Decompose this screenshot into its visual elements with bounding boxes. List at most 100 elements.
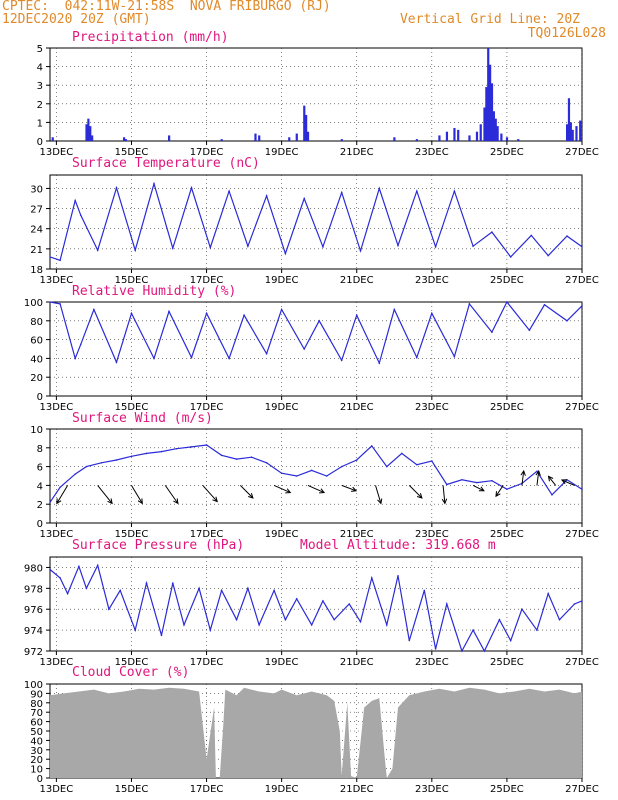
series-point (506, 488, 508, 490)
series-point (370, 445, 373, 447)
wind-vector (521, 470, 525, 486)
wind-vector (472, 484, 485, 492)
series-point (472, 629, 474, 631)
x-tick-label: 19DEC (265, 529, 299, 540)
series-point (49, 568, 51, 571)
wind-vector (408, 485, 423, 499)
series-point (74, 473, 76, 475)
y-tick-label: 1 (37, 118, 43, 129)
precip-bar (85, 124, 88, 141)
series-point (397, 575, 399, 577)
x-tick-label: 15DEC (115, 784, 149, 795)
wind-arrowhead (107, 498, 113, 505)
series-point (303, 348, 305, 350)
y-tick-label: 30 (30, 746, 43, 757)
y-tick-label: 40 (30, 736, 43, 747)
series-point (468, 303, 471, 305)
wind-vector (131, 485, 143, 504)
wind-arrowhead (535, 469, 541, 476)
series-point (581, 488, 583, 490)
series-point (78, 565, 80, 568)
series-point (228, 357, 230, 360)
series-point (49, 501, 51, 504)
series-point (491, 331, 493, 333)
wind-arrowhead (520, 469, 526, 476)
wind-arrowhead (478, 486, 485, 492)
series-point (434, 246, 437, 248)
x-tick-label: 19DEC (265, 402, 299, 413)
y-tick-label: 100 (24, 680, 43, 691)
wind-vector (202, 485, 218, 502)
y-tick-label: 6 (37, 463, 43, 474)
series-point (79, 343, 82, 346)
series-point (446, 603, 448, 605)
x-tick-label: 27DEC (565, 275, 599, 286)
wind-vector (56, 485, 69, 504)
series-point (160, 634, 163, 637)
series-point (446, 483, 448, 486)
wind-arrowhead (319, 488, 326, 494)
series-point (100, 462, 103, 464)
series-point (284, 252, 287, 255)
x-tick-label: 27DEC (565, 784, 599, 795)
series-point (581, 600, 583, 602)
series-point (96, 564, 99, 567)
series-point (235, 618, 238, 621)
wind-arrowhead (377, 498, 383, 505)
y-tick-label: 3 (37, 81, 43, 92)
y-tick-label: 978 (24, 584, 43, 595)
series-point (461, 478, 463, 481)
series-point (280, 472, 283, 474)
series-point (543, 304, 546, 306)
header-datetime: 12DEC2020 20Z (GMT) (2, 12, 151, 27)
series-point (416, 190, 418, 192)
series-line (49, 444, 583, 503)
y-tick-label: 10 (30, 425, 43, 436)
series-point (359, 620, 362, 623)
series-point (205, 444, 208, 446)
precip-bar (479, 124, 482, 141)
y-tick-label: 974 (24, 626, 43, 637)
series-line (49, 300, 583, 365)
series-point (79, 214, 82, 217)
series-point (258, 624, 260, 626)
series-point (385, 624, 388, 626)
wind-vector (548, 476, 557, 486)
y-tick-label: 27 (30, 205, 43, 216)
panel-1: 0 1 2 3 4 5 13DEC 15DEC 17DEC 19DEC 21DEC 23DEC 25DE… (37, 30, 599, 158)
series-point (434, 648, 437, 650)
series-point (209, 246, 212, 249)
series-point (581, 304, 583, 307)
wind-vector (442, 485, 446, 504)
series-point (66, 592, 69, 595)
series-point (483, 650, 486, 652)
precip-bar (565, 124, 569, 141)
wind-arrowhead (248, 493, 254, 499)
plot-frame (49, 428, 583, 524)
precip-bar (505, 137, 509, 141)
model-altitude: Model Altitude: 319.668 m (300, 538, 496, 553)
series-point (453, 190, 456, 192)
series-point (190, 356, 193, 359)
series-point (340, 465, 343, 468)
series-point (506, 301, 508, 303)
series-point (378, 187, 381, 190)
precip-bar (305, 114, 308, 141)
series-point (273, 589, 275, 592)
x-tick-label: 13DEC (40, 529, 74, 540)
series-point (220, 454, 223, 457)
wind-vector (495, 485, 504, 497)
series-point (247, 245, 249, 247)
series-line (49, 563, 583, 653)
plot-frame (49, 556, 583, 652)
x-tick-label: 21DEC (340, 529, 374, 540)
y-tick-label: 60 (30, 718, 43, 729)
series-point (115, 459, 118, 461)
precip-bar (295, 133, 298, 141)
series-point (536, 629, 538, 631)
precip-bar (91, 135, 94, 141)
x-tick-label: 23DEC (415, 147, 449, 158)
x-tick-label: 21DEC (340, 657, 374, 668)
series-point (498, 618, 501, 621)
